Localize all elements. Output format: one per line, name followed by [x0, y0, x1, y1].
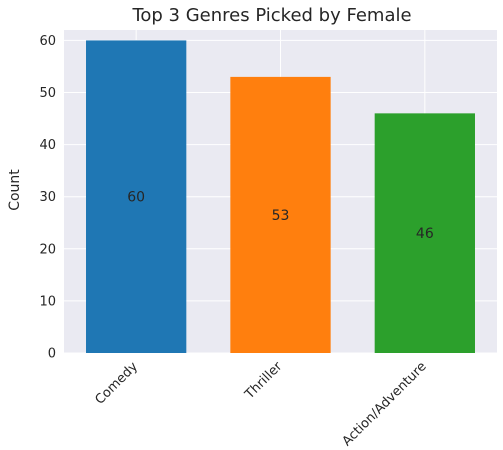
y-tick-label: 0 [48, 347, 56, 362]
y-tick-labels: 0 10 20 30 40 50 60 [39, 34, 56, 362]
y-tick-label: 40 [39, 138, 56, 153]
bar-data-label: 53 [272, 208, 290, 224]
y-tick-label: 20 [39, 242, 56, 257]
bar-thriller [230, 76, 331, 354]
bar-comedy [86, 40, 187, 354]
y-tick-label: 60 [39, 34, 56, 49]
y-tick-label: 10 [39, 294, 56, 309]
x-tick-label: Comedy [92, 359, 141, 408]
x-tick-label: Thriller [242, 359, 286, 403]
bar-action-adventure [374, 113, 475, 354]
y-axis-label: Count [7, 169, 23, 211]
bar-data-label: 46 [416, 226, 434, 242]
y-tick-label: 30 [39, 190, 56, 205]
x-tick-label: Action/Adventure [340, 359, 430, 449]
y-tick-label: 50 [39, 86, 56, 101]
x-tick-labels: Comedy Thriller Action/Adventure [92, 359, 429, 450]
chart-title: Top 3 Genres Picked by Female [131, 5, 411, 26]
bars [86, 40, 475, 354]
bar-data-label: 60 [127, 190, 145, 206]
bar-labels: 60 53 46 [127, 190, 434, 242]
